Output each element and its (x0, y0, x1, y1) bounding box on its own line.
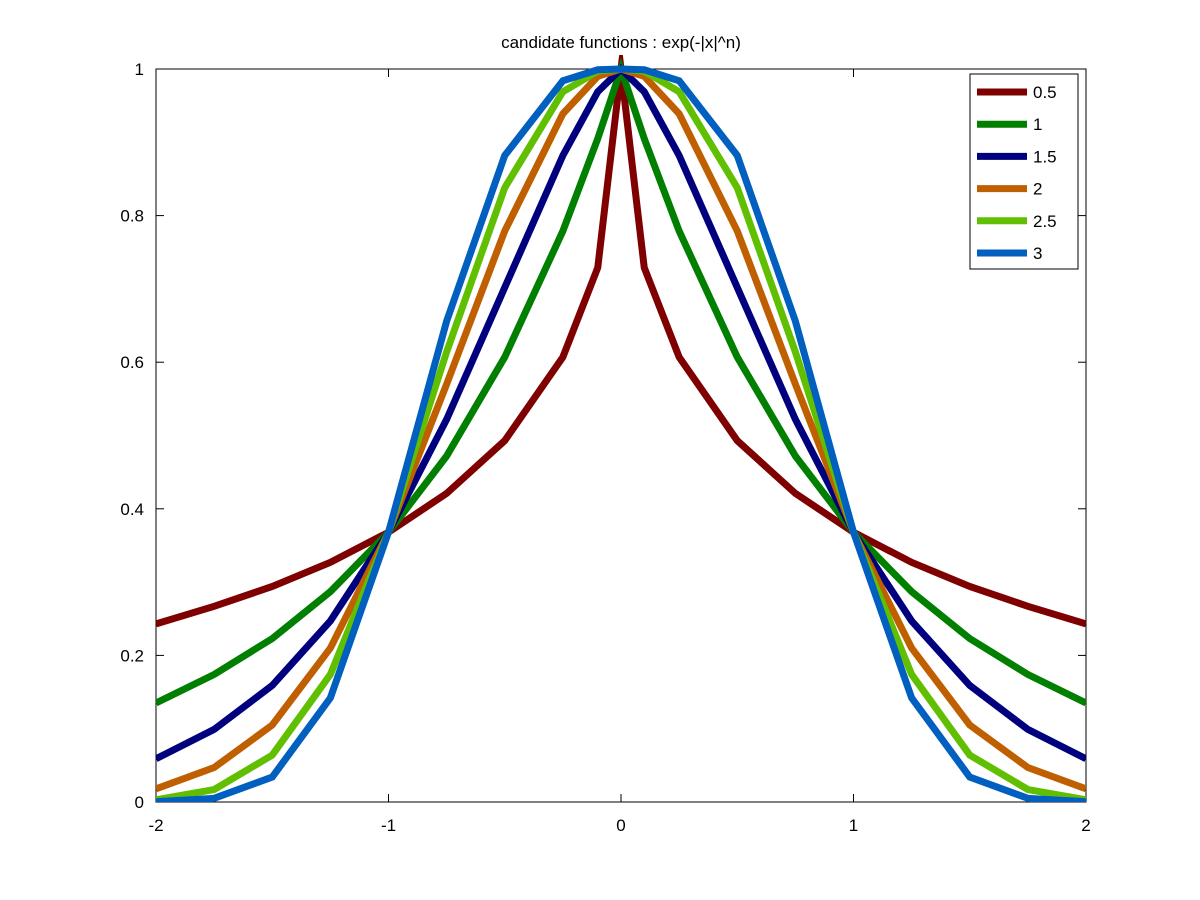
legend-label: 1 (1033, 115, 1042, 134)
legend-label: 3 (1033, 244, 1042, 263)
x-axis-tick-labels: -2 -1 0 1 2 (148, 816, 1090, 835)
plot-area-frame (155, 68, 1087, 803)
legend-label: 2 (1033, 180, 1042, 199)
legend-label: 0.5 (1033, 83, 1057, 102)
legend: 0.5 1 1.5 2 2.5 3 (969, 73, 1079, 270)
legend-items: 0.5 1 1.5 2 2.5 3 (977, 83, 1057, 263)
y-tick-label: 0.2 (120, 646, 144, 665)
y-tick-label: 0.8 (120, 207, 144, 226)
series-lines (156, 55, 1086, 802)
x-tick-label: -2 (148, 816, 163, 835)
chart-title: candidate functions : exp(-|x|^n) (501, 33, 741, 52)
y-tick-label: 0.6 (120, 353, 144, 372)
y-tick-label: 1 (135, 60, 144, 79)
x-tick-label: 2 (1081, 816, 1090, 835)
x-tick-label: -1 (381, 816, 396, 835)
legend-box (969, 73, 1079, 270)
y-tick-label: 0 (135, 793, 144, 812)
legend-label: 1.5 (1033, 147, 1057, 166)
x-tick-label: 0 (616, 816, 625, 835)
x-tick-label: 1 (849, 816, 858, 835)
series-line-3 (156, 65, 1086, 802)
y-axis-tick-labels: 0 0.2 0.4 0.6 0.8 1 (120, 60, 144, 812)
y-tick-label: 0.4 (120, 500, 144, 519)
legend-label: 2.5 (1033, 212, 1057, 231)
